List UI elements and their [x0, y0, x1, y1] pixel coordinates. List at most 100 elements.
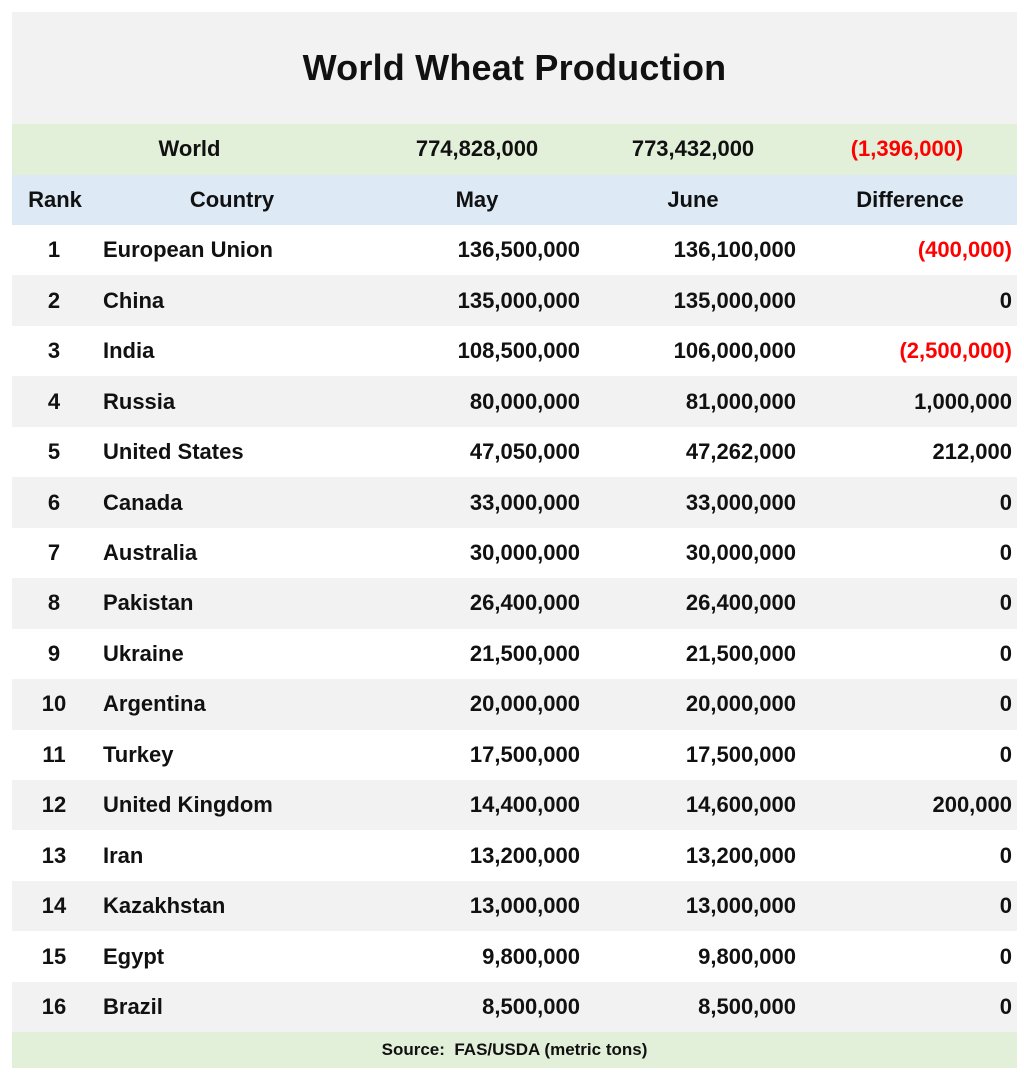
june-cell: 21,500,000: [685, 640, 796, 666]
june-cell: 33,000,000: [685, 489, 796, 515]
june-cell: 136,100,000: [673, 237, 796, 263]
country-cell: United States: [103, 439, 244, 465]
country-cell: Russia: [103, 388, 176, 414]
table-row: 6 Canada 33,000,000 33,000,000 0: [12, 477, 1017, 528]
may-cell: 9,800,000: [482, 943, 580, 969]
rank-cell: 16: [41, 994, 67, 1019]
table-row: 3 India 108,500,000 106,000,000 (2,500,000): [12, 326, 1017, 377]
may-cell: 33,000,000: [469, 489, 580, 515]
country-cell: India: [103, 338, 155, 364]
june-cell: 8,500,000: [698, 994, 796, 1019]
table-row: 8 Pakistan 26,400,000 26,400,000 0: [12, 578, 1017, 629]
difference-cell: (400,000): [917, 237, 1012, 263]
june-cell: 9,800,000: [698, 943, 796, 969]
table-row: 13 Iran 13,200,000 13,200,000 0: [12, 830, 1017, 881]
difference-cell: 0: [999, 943, 1012, 969]
country-cell: Kazakhstan: [103, 893, 226, 919]
header-rank: Rank: [28, 186, 82, 212]
may-cell: 13,200,000: [469, 842, 580, 868]
country-cell: Argentina: [103, 691, 206, 717]
rank-cell: 9: [47, 640, 61, 666]
header-difference: Difference: [856, 186, 964, 212]
difference-cell: 0: [999, 994, 1012, 1019]
june-cell: 30,000,000: [685, 539, 796, 565]
source-note: Source: FAS/USDA (metric tons): [12, 1032, 1017, 1068]
header-country: Country: [189, 186, 275, 212]
rank-cell: 14: [41, 893, 67, 919]
difference-cell: 0: [999, 489, 1012, 515]
may-cell: 47,050,000: [469, 439, 580, 465]
difference-cell: 0: [999, 842, 1012, 868]
rank-cell: 7: [47, 539, 61, 565]
table-row: 2 China 135,000,000 135,000,000 0: [12, 275, 1017, 326]
rank-cell: 15: [41, 943, 67, 969]
june-cell: 17,500,000: [685, 741, 796, 767]
june-cell: 14,600,000: [685, 792, 796, 818]
world-label: World: [158, 136, 221, 162]
table-title: World Wheat Production: [302, 47, 727, 88]
june-cell: 106,000,000: [673, 338, 796, 364]
june-cell: 13,200,000: [685, 842, 796, 868]
rank-cell: 1: [47, 237, 61, 263]
header-may: May: [455, 186, 499, 212]
rank-cell: 4: [47, 388, 61, 414]
may-cell: 21,500,000: [469, 640, 580, 666]
table-row: 15 Egypt 9,800,000 9,800,000 0: [12, 931, 1017, 982]
table-row: 10 Argentina 20,000,000 20,000,000 0: [12, 679, 1017, 730]
june-cell: 20,000,000: [685, 691, 796, 717]
wheat-production-table: World Wheat Production World 774,828,000…: [12, 12, 1017, 1068]
country-cell: Australia: [103, 539, 198, 565]
rank-cell: 13: [41, 842, 67, 868]
difference-cell: 0: [999, 691, 1012, 717]
table-row: 7 Australia 30,000,000 30,000,000 0: [12, 528, 1017, 579]
country-cell: Iran: [103, 842, 144, 868]
table-row: 16 Brazil 8,500,000 8,500,000 0: [12, 981, 1017, 1033]
rank-cell: 5: [47, 439, 61, 465]
table-row: 12 United Kingdom 14,400,000 14,600,000 200,…: [12, 779, 1017, 831]
june-cell: 26,400,000: [685, 590, 796, 616]
difference-cell: 200,000: [932, 792, 1012, 818]
table-row: 14 Kazakhstan 13,000,000 13,000,000 0: [12, 880, 1017, 932]
difference-cell: 0: [999, 741, 1012, 767]
difference-cell: 0: [999, 539, 1012, 565]
may-cell: 17,500,000: [469, 741, 580, 767]
table-row: 11 Turkey 17,500,000 17,500,000 0: [12, 730, 1017, 781]
country-cell: Turkey: [103, 741, 174, 767]
rank-cell: 11: [42, 741, 66, 767]
world-total-row: World 774,828,000 773,432,000 (1,396,000…: [12, 124, 1017, 175]
table-row: 9 Ukraine 21,500,000 21,500,000 0: [12, 629, 1017, 680]
country-cell: Brazil: [103, 994, 163, 1019]
may-cell: 136,500,000: [457, 237, 580, 263]
country-cell: United Kingdom: [103, 792, 273, 818]
country-cell: Ukraine: [103, 640, 184, 666]
difference-cell: 1,000,000: [914, 388, 1012, 414]
title-band: World Wheat Production: [12, 12, 1017, 124]
table-row: 1 European Union 136,500,000 136,100,000 (40…: [12, 225, 1017, 276]
country-cell: China: [103, 287, 165, 313]
difference-cell: 0: [999, 640, 1012, 666]
rank-cell: 3: [47, 338, 61, 364]
june-cell: 81,000,000: [685, 388, 796, 414]
country-cell: European Union: [103, 237, 273, 263]
may-cell: 13,000,000: [469, 893, 580, 919]
rank-cell: 12: [41, 792, 67, 818]
country-cell: Canada: [103, 489, 183, 515]
june-cell: 135,000,000: [673, 287, 796, 313]
may-cell: 108,500,000: [457, 338, 580, 364]
country-cell: Egypt: [103, 943, 165, 969]
rank-cell: 8: [47, 590, 61, 616]
table-row: 4 Russia 80,000,000 81,000,000 1,000,000: [12, 376, 1017, 427]
may-cell: 135,000,000: [457, 287, 580, 313]
world-june-value: 773,432,000: [631, 136, 755, 162]
may-cell: 20,000,000: [469, 691, 580, 717]
rank-cell: 6: [47, 489, 61, 515]
country-cell: Pakistan: [103, 590, 194, 616]
header-june: June: [667, 186, 719, 212]
difference-cell: 0: [999, 893, 1012, 919]
may-cell: 26,400,000: [469, 590, 580, 616]
rank-cell: 2: [47, 287, 61, 313]
may-cell: 30,000,000: [469, 539, 580, 565]
table-row: 5 United States 47,050,000 47,262,000 212,00…: [12, 427, 1017, 478]
june-cell: 13,000,000: [685, 893, 796, 919]
may-cell: 14,400,000: [469, 792, 580, 818]
